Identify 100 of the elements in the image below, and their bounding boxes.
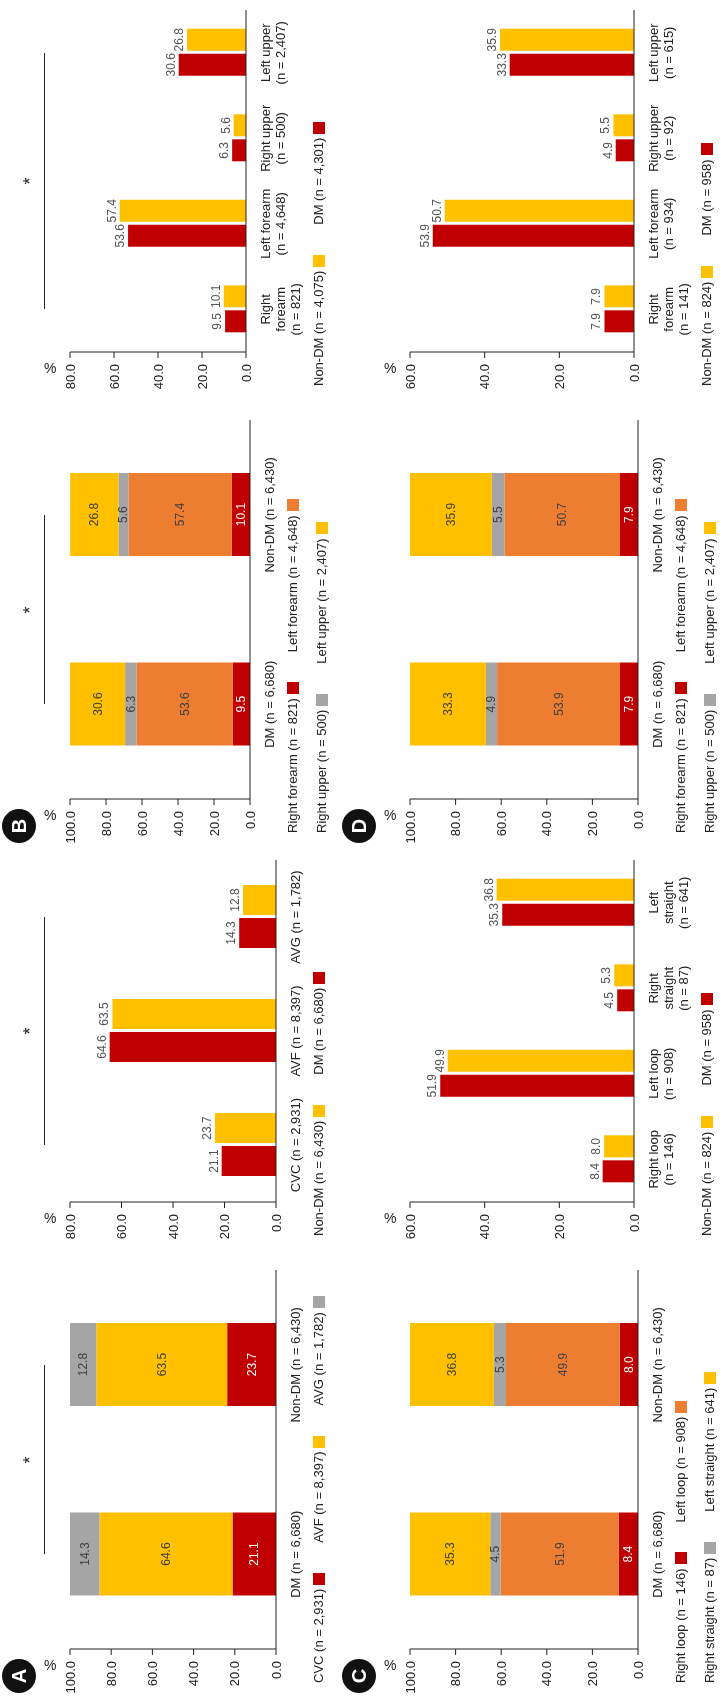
data-label: 7.9 [589,312,604,330]
bar [509,53,634,76]
y-tick-label: Non-DM (n = 6,430) [649,457,665,573]
data-label: 33.3 [440,692,455,716]
bar [70,662,126,746]
bar [493,1323,506,1407]
x-tick-label: 80.0 [103,1661,119,1687]
data-label: 8.4 [587,1162,602,1180]
x-tick-label: 40.0 [539,1661,555,1687]
data-label: 33.3 [494,52,509,77]
data-label: 36.8 [444,1352,459,1377]
legend-label: Non-DM (n = 824) [699,1131,714,1236]
data-label: 53.6 [113,223,128,248]
x-axis-title: % [44,360,57,376]
data-label: 49.9 [432,1048,447,1073]
data-label: 36.8 [481,877,496,902]
x-tick-label: 100.0 [62,811,78,844]
data-label: 50.7 [429,198,444,223]
data-label: 64.6 [94,1035,109,1059]
x-tick-label: 80.0 [448,1661,464,1687]
data-label: 23.7 [199,1116,214,1140]
data-label: 5.5 [491,505,506,523]
data-label: 4.9 [484,695,499,713]
y-tick-label: Non-DM (n = 6,430) [287,1307,303,1423]
y-tick-label: AVG (n = 1,782) [287,870,303,964]
x-tick-label: 0.0 [630,1661,646,1680]
x-tick-label: 20.0 [194,364,210,390]
x-axis-title: % [384,360,397,376]
y-tick-label: Right forearm (n = 821) [257,283,303,336]
bar [432,224,634,247]
y-tick-label: Right forearm (n = 141) [645,283,691,336]
data-label: 8.0 [589,1137,604,1155]
x-axis-title: % [44,1657,57,1673]
data-label: 4.5 [488,1545,503,1563]
x-axis-title: % [44,807,57,823]
x-axis-title: % [384,1210,397,1226]
x-tick-label: 40.0 [165,1214,181,1240]
data-label: 4.9 [600,141,615,159]
x-tick-label: 40.0 [170,811,186,837]
bar [447,1049,634,1072]
y-tick-label: Right upper (n = 92) [645,103,676,172]
bar [500,1512,619,1596]
data-label: 5.6 [116,505,131,523]
data-label: 12.8 [76,1352,91,1377]
bar [490,1512,501,1596]
data-label: 64.6 [159,1542,173,1566]
bar [223,285,246,308]
text: C [342,1659,376,1693]
data-label: 35.9 [443,502,458,527]
data-label: 7.9 [621,505,636,523]
x-tick-label: 40.0 [539,811,555,837]
x-tick-label: 40.0 [477,1214,493,1240]
data-label: 30.6 [90,692,105,716]
data-label: 53.6 [177,692,192,716]
y-tick-label: Left forearm (n = 4,648) [257,188,288,259]
x-tick-label: 60.0 [114,1214,129,1240]
data-label: 5.5 [598,116,613,134]
data-label: 21.1 [206,1149,221,1173]
x-tick-label: 80.0 [62,1214,78,1240]
data-label: 50.7 [555,502,570,527]
y-tick-label: DM (n = 6,680) [649,1510,665,1598]
data-label: 23.7 [244,1352,259,1377]
data-label: 30.6 [163,52,178,77]
data-label: 6.3 [123,695,138,713]
bar [615,139,634,162]
text: B [2,809,36,843]
x-tick-label: 60.0 [402,364,418,390]
data-label: 5.3 [492,1355,507,1373]
data-label: 6.3 [217,141,232,159]
data-label: 35.3 [443,1542,458,1566]
data-label: 57.4 [173,502,188,527]
data-label: 14.3 [77,1542,92,1566]
data-label: 7.9 [589,287,604,305]
bar [227,1323,276,1407]
data-label: 53.9 [417,223,432,248]
bar [214,1113,276,1144]
text: * [19,176,40,187]
y-tick-label: Left upper (n = 2,407) [257,21,288,85]
y-tick-label: Left straight (n = 641) [645,876,691,929]
bar [118,473,129,557]
y-tick-label: Right straight (n = 87) [645,965,691,1011]
bar [243,885,276,916]
bar [614,964,634,987]
bar [604,310,634,333]
data-label: 57.4 [104,198,119,223]
bar [497,662,620,746]
bar [496,878,634,901]
bar [232,139,246,162]
x-tick-label: 20.0 [217,1214,232,1240]
data-label: 35.9 [484,27,499,52]
bar [440,1074,634,1097]
bar [619,662,638,746]
bar [119,199,246,222]
y-tick-label: Left loop (n = 908) [645,1047,676,1100]
bar [619,473,638,557]
data-label: 14.3 [224,921,239,945]
bar [112,999,276,1030]
x-tick-label: 80.0 [62,364,78,390]
bar [410,1512,491,1596]
data-label: 10.1 [233,502,248,527]
